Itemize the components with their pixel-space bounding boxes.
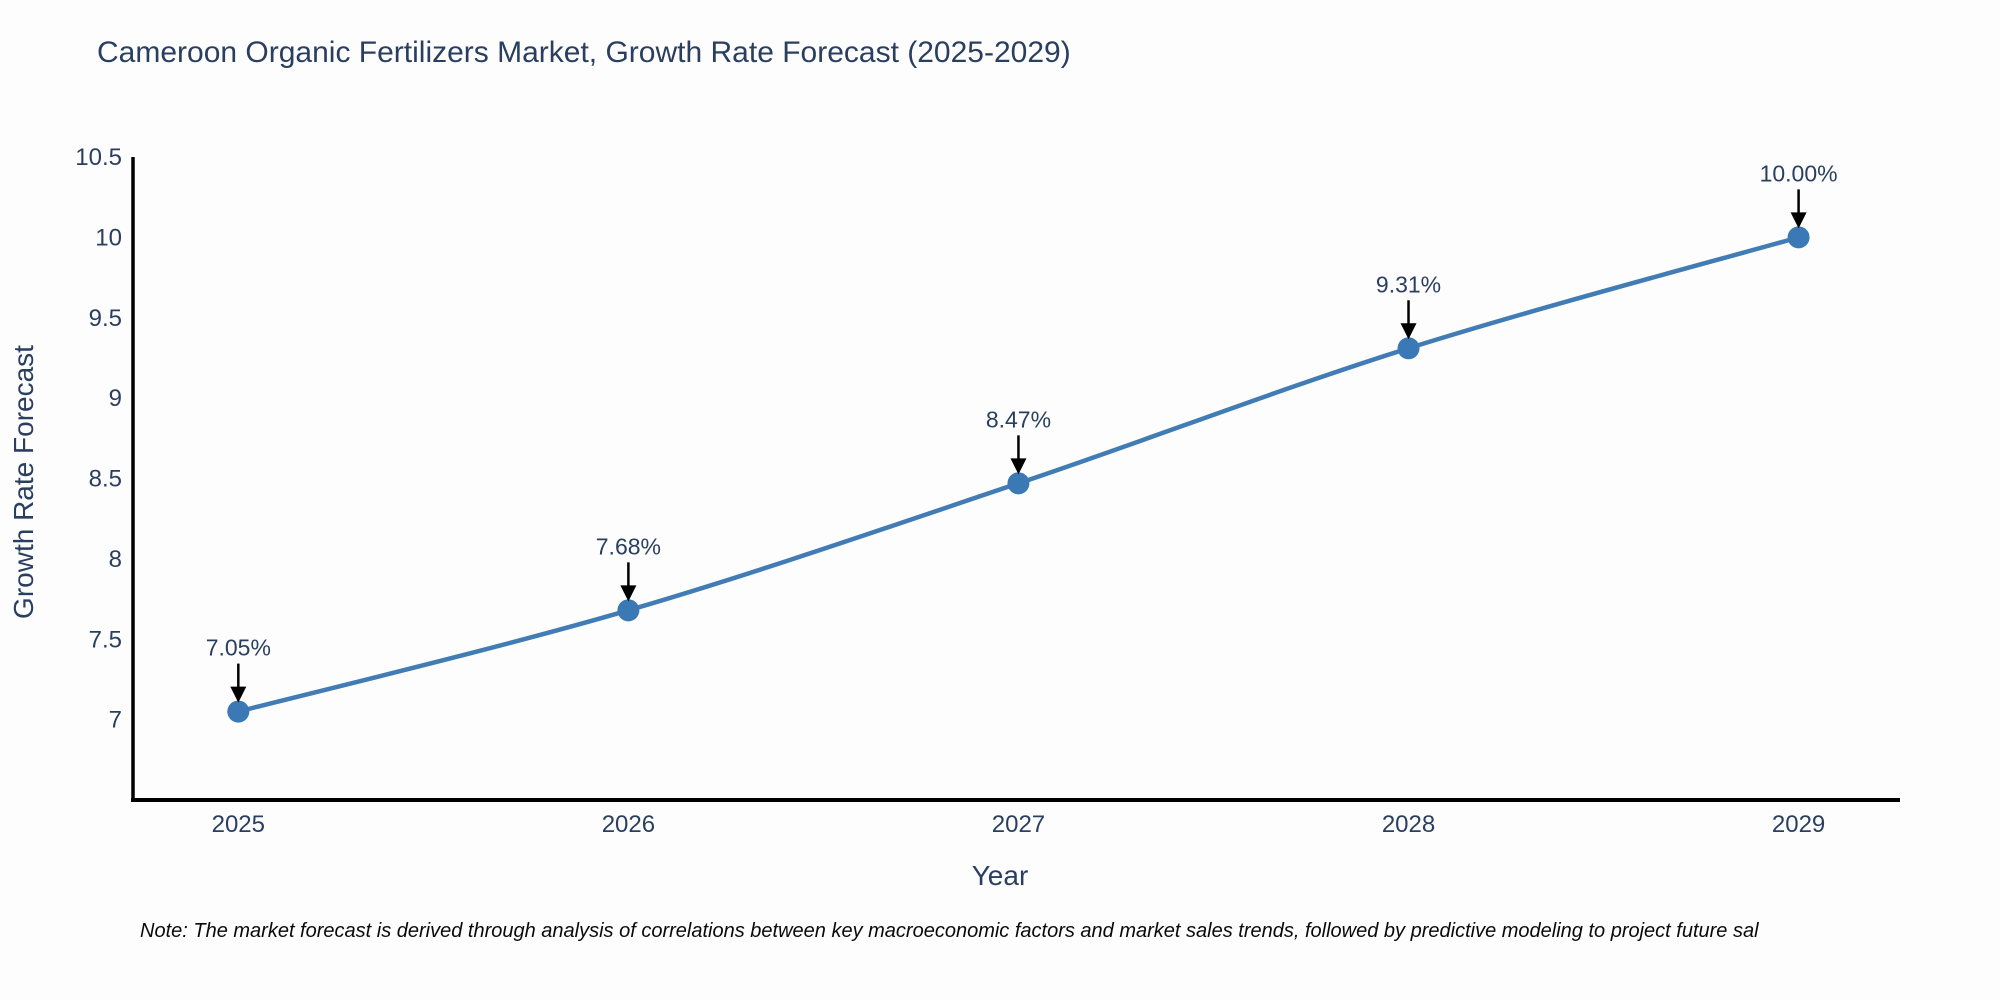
y-tick-label: 7.5 [89, 626, 122, 653]
data-point-marker [1787, 226, 1810, 249]
y-tick-label: 10 [95, 224, 122, 251]
y-tick-label: 10.5 [75, 144, 122, 171]
annotation-arrowhead [620, 585, 637, 602]
annotation-arrowhead [1790, 212, 1807, 229]
point-annotation-label: 10.00% [1760, 160, 1838, 186]
data-point-marker [617, 599, 640, 622]
x-tick-label: 2025 [212, 811, 265, 838]
point-annotation-label: 8.47% [986, 406, 1051, 432]
x-tick-label: 2029 [1772, 811, 1825, 838]
y-tick-label: 9.5 [89, 305, 122, 332]
data-point-marker [1007, 472, 1030, 495]
point-annotation-label: 7.05% [206, 635, 271, 661]
y-tick-label: 8 [109, 546, 122, 573]
y-tick-label: 8.5 [89, 466, 122, 493]
data-point-marker [1397, 337, 1420, 360]
point-annotation-label: 7.68% [596, 533, 661, 559]
data-point-marker [227, 700, 250, 723]
footnote: Note: The market forecast is derived thr… [140, 920, 1759, 942]
point-annotation-label: 9.31% [1376, 271, 1441, 297]
y-tick-label: 7 [109, 707, 122, 734]
x-axis-title: Year [971, 860, 1029, 891]
x-tick-label: 2028 [1382, 811, 1435, 838]
annotation-arrowhead [1400, 323, 1417, 340]
chart-title: Cameroon Organic Fertilizers Market, Gro… [97, 36, 1071, 69]
y-tick-label: 9 [109, 385, 122, 412]
x-tick-label: 2026 [602, 811, 655, 838]
annotation-arrowhead [1010, 458, 1027, 475]
annotation-arrowhead [230, 686, 247, 703]
x-tick-label: 2027 [992, 811, 1045, 838]
